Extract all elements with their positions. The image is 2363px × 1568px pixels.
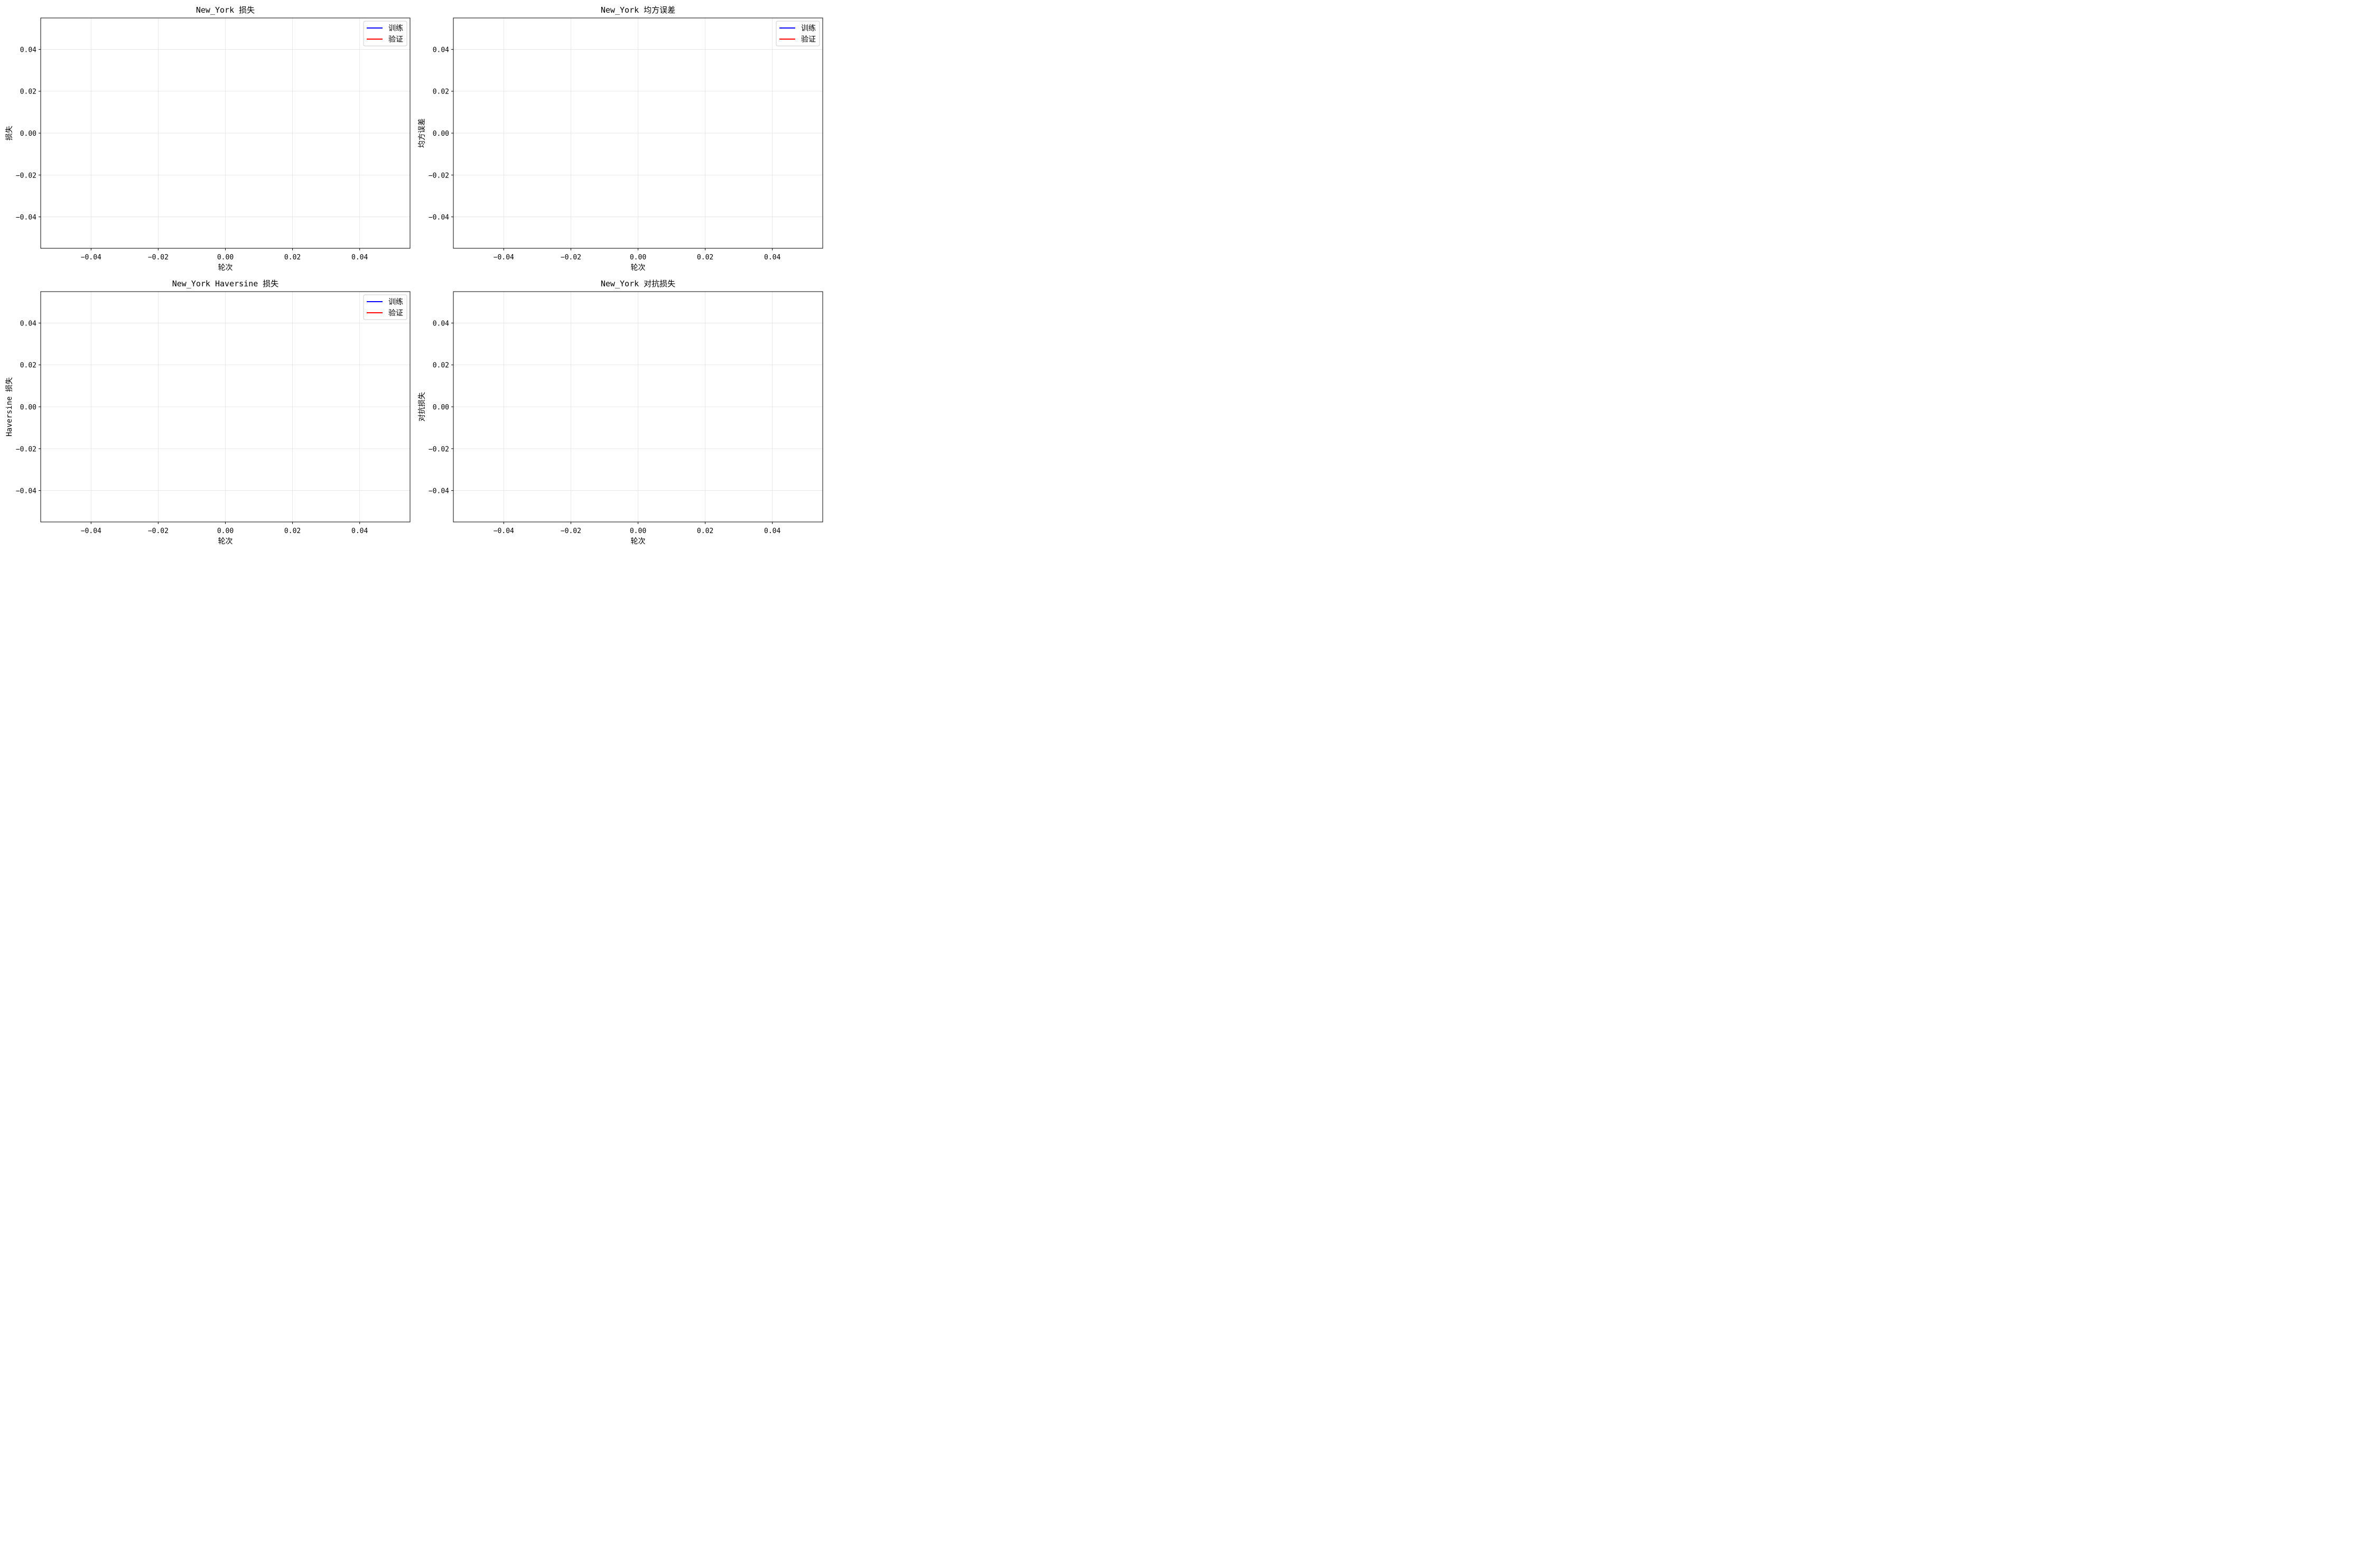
x-tick-label: 0.02 bbox=[697, 254, 713, 262]
y-axis-label: Haversine 损失 bbox=[5, 377, 14, 436]
y-axis-label: 均方误差 bbox=[418, 118, 426, 148]
legend-label: 训练 bbox=[801, 24, 816, 33]
y-tick-label: 0.04 bbox=[20, 46, 36, 54]
x-tick-label: 0.04 bbox=[351, 254, 368, 262]
chart-title: New_York 损失 bbox=[196, 5, 255, 15]
x-axis-label: 轮次 bbox=[218, 264, 233, 272]
y-tick-label: −0.02 bbox=[16, 172, 36, 180]
legend-box bbox=[776, 21, 820, 46]
y-tick-label: 0.02 bbox=[433, 362, 449, 370]
y-tick-label: −0.04 bbox=[16, 214, 36, 222]
y-tick-label: 0.04 bbox=[433, 320, 449, 328]
legend-label: 验证 bbox=[801, 35, 816, 44]
chart-title: New_York Haversine 损失 bbox=[172, 279, 279, 288]
subplot-1: −0.04 −0.02 0.00 0.02 0.04 −0.04 −0.02 0.00 0.02… bbox=[5, 5, 411, 272]
y-axis-label: 损失 bbox=[5, 126, 14, 141]
legend-label: 验证 bbox=[388, 35, 403, 44]
legend-box bbox=[363, 21, 407, 46]
x-axis-label: 轮次 bbox=[631, 537, 646, 546]
x-tick-label: −0.04 bbox=[81, 254, 101, 262]
y-tick-label: 0.00 bbox=[433, 130, 449, 138]
x-axis-label: 轮次 bbox=[218, 537, 233, 546]
x-tick-label: −0.04 bbox=[494, 527, 514, 535]
subplot-2: −0.04 −0.02 0.00 0.02 0.04 −0.04 −0.02 0.00 0.02… bbox=[418, 5, 823, 272]
subplot-3: −0.04 −0.02 0.00 0.02 0.04 −0.04 −0.02 0.00 0.02… bbox=[5, 279, 411, 546]
y-tick-label: 0.02 bbox=[433, 88, 449, 96]
y-tick-label: −0.02 bbox=[16, 445, 36, 453]
y-tick-label: 0.00 bbox=[20, 130, 36, 138]
y-tick-label: −0.02 bbox=[429, 445, 449, 453]
x-tick-label: 0.04 bbox=[764, 527, 780, 535]
y-tick-label: −0.04 bbox=[429, 214, 449, 222]
x-tick-label: 0.04 bbox=[764, 254, 780, 262]
x-axis-label: 轮次 bbox=[631, 264, 646, 272]
x-tick-label: 0.00 bbox=[217, 527, 234, 535]
y-tick-label: −0.04 bbox=[16, 488, 36, 496]
x-tick-label: 0.02 bbox=[697, 527, 713, 535]
y-tick-label: 0.00 bbox=[20, 404, 36, 412]
chart-title: New_York 均方误差 bbox=[601, 5, 675, 15]
y-tick-label: 0.04 bbox=[433, 46, 449, 54]
x-tick-label: −0.04 bbox=[494, 254, 514, 262]
chart-title: New_York 对抗损失 bbox=[601, 279, 675, 288]
y-tick-label: 0.02 bbox=[20, 362, 36, 370]
x-tick-label: −0.02 bbox=[148, 527, 169, 535]
y-tick-label: 0.02 bbox=[20, 88, 36, 96]
x-tick-label: 0.00 bbox=[630, 527, 646, 535]
x-tick-label: −0.02 bbox=[561, 254, 581, 262]
y-tick-label: −0.02 bbox=[429, 172, 449, 180]
x-tick-label: 0.02 bbox=[284, 527, 301, 535]
x-tick-label: 0.02 bbox=[284, 254, 301, 262]
legend-label: 训练 bbox=[388, 24, 403, 33]
x-tick-label: 0.00 bbox=[217, 254, 234, 262]
x-tick-label: 0.04 bbox=[351, 527, 368, 535]
subplot-4: −0.04 −0.02 0.00 0.02 0.04 −0.04 −0.02 0.00 0.02… bbox=[418, 279, 823, 546]
y-tick-label: 0.00 bbox=[433, 404, 449, 412]
x-tick-label: −0.02 bbox=[148, 254, 169, 262]
x-tick-label: −0.04 bbox=[81, 527, 101, 535]
y-tick-label: 0.04 bbox=[20, 320, 36, 328]
y-axis-label: 对抗损失 bbox=[418, 392, 426, 422]
x-tick-label: 0.00 bbox=[630, 254, 646, 262]
y-tick-label: −0.04 bbox=[429, 488, 449, 496]
x-tick-label: −0.02 bbox=[561, 527, 581, 535]
legend-label: 验证 bbox=[388, 309, 403, 318]
legend-box bbox=[363, 294, 407, 320]
figure: −0.04 −0.02 0.00 0.02 0.04 −0.04 −0.02 0.00 0.02… bbox=[5, 5, 823, 546]
legend-label: 训练 bbox=[388, 298, 403, 306]
